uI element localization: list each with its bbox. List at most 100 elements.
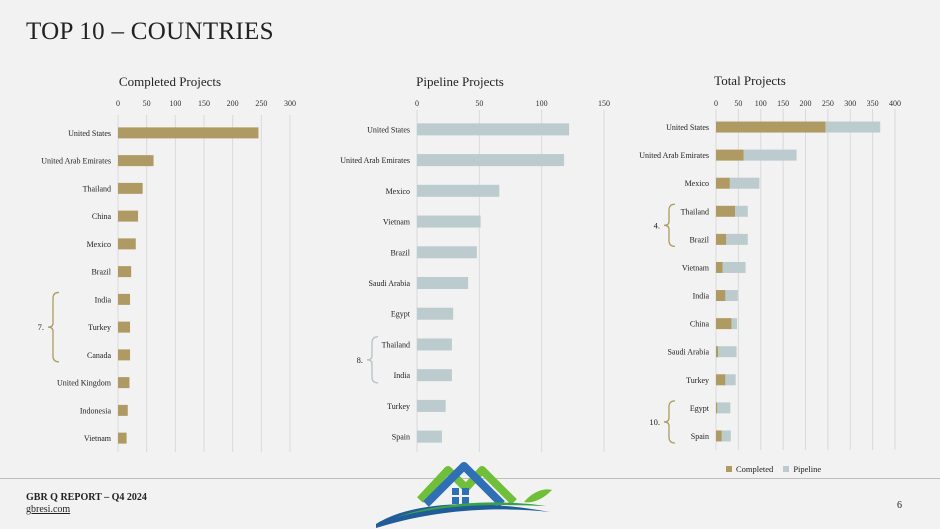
category-label: India [693,292,710,301]
bar [118,127,259,139]
footer-report: GBR Q REPORT – Q4 2024 [26,492,147,503]
category-label: Canada [87,351,111,360]
bar-completed [716,149,744,161]
legend: Completed Pipeline [726,464,821,474]
x-tick-label: 50 [475,99,483,108]
x-tick-label: 250 [822,99,834,108]
chart-title: Completed Projects [119,74,221,89]
bar [417,430,442,443]
annotation-label: 4. [654,220,660,230]
bar-completed [716,261,723,273]
category-label: Turkey [88,323,111,332]
category-label: United States [367,125,410,134]
category-label: Thailand [83,184,111,193]
bar-completed [716,233,727,245]
bar-completed [716,121,826,133]
bar [417,338,452,351]
footer-link[interactable]: gbresi.com [26,504,71,515]
category-label: Brazil [689,235,709,244]
bar-pipeline [721,430,731,442]
bar-completed [716,430,722,442]
x-tick-label: 200 [800,99,812,108]
bar-completed [716,205,736,217]
bar [118,182,143,194]
bar [417,277,469,289]
x-tick-label: 50 [734,99,742,108]
bar-pipeline [743,149,797,161]
bar [417,184,500,197]
bar-completed [716,402,718,414]
bar-completed [716,177,730,189]
bar-completed [716,346,719,358]
category-label: United Arab Emirates [639,151,709,160]
x-tick-label: 150 [598,99,610,108]
bar-pipeline [731,318,738,330]
bar-pipeline [718,346,737,358]
bar [118,404,128,416]
category-label: Egypt [391,310,411,319]
category-label: Thailand [382,340,410,349]
bar [417,154,565,167]
x-tick-label: 250 [255,99,267,108]
category-label: Spain [691,432,709,441]
category-label: Turkey [686,376,709,385]
category-label: United Arab Emirates [41,157,111,166]
bar-pipeline [825,121,881,133]
bar [118,349,131,361]
annotation-label: 8. [357,355,363,365]
category-label: Saudi Arabia [368,279,410,288]
bar-pipeline [722,261,746,273]
bar [417,399,446,412]
page-title: TOP 10 – COUNTRIES [26,18,274,45]
x-tick-label: 300 [284,99,296,108]
bar-pipeline [735,205,748,217]
x-tick-label: 150 [777,99,789,108]
category-label: Brazil [91,268,111,277]
legend-completed-label: Completed [736,464,774,474]
category-label: Brazil [390,248,410,257]
bar [118,210,139,222]
x-tick-label: 300 [844,99,856,108]
bar [118,293,131,305]
category-label: Mexico [386,187,410,196]
category-label: United Kingdom [57,379,112,388]
category-label: Turkey [387,402,410,411]
x-tick-label: 350 [867,99,879,108]
bar [417,307,454,320]
legend-completed-swatch [726,466,732,472]
bar-pipeline [725,290,738,302]
bar [118,155,154,167]
bar-completed [716,290,726,302]
bar [118,377,130,389]
x-tick-label: 150 [198,99,210,108]
x-tick-label: 100 [536,99,548,108]
x-tick-label: 0 [415,99,419,108]
category-label: Mexico [685,179,709,188]
category-label: China [690,320,710,329]
x-tick-label: 50 [143,99,151,108]
category-label: United Arab Emirates [340,156,410,165]
annotation-label: 7. [38,322,44,332]
category-label: Egypt [690,404,710,413]
category-label: Thailand [681,207,709,216]
category-label: Saudi Arabia [667,348,709,357]
category-label: United States [666,123,709,132]
category-label: Vietnam [84,434,112,443]
x-tick-label: 0 [714,99,718,108]
bar-completed [716,318,732,330]
bar-pipeline [729,177,760,189]
category-label: India [95,295,112,304]
bar-pipeline [725,374,736,386]
legend-pipeline-swatch [783,466,790,472]
legend-pipeline-label: Pipeline [793,464,822,474]
bar [417,369,452,382]
annotation-bracket [366,336,379,384]
chart-title: Total Projects [714,73,786,88]
category-label: China [92,212,112,221]
annotation-bracket [47,291,60,363]
page-number: 6 [897,500,902,511]
category-label: India [394,371,411,380]
annotation-bracket [663,203,676,248]
bar [118,321,131,333]
annotation-label: 10. [649,417,660,427]
